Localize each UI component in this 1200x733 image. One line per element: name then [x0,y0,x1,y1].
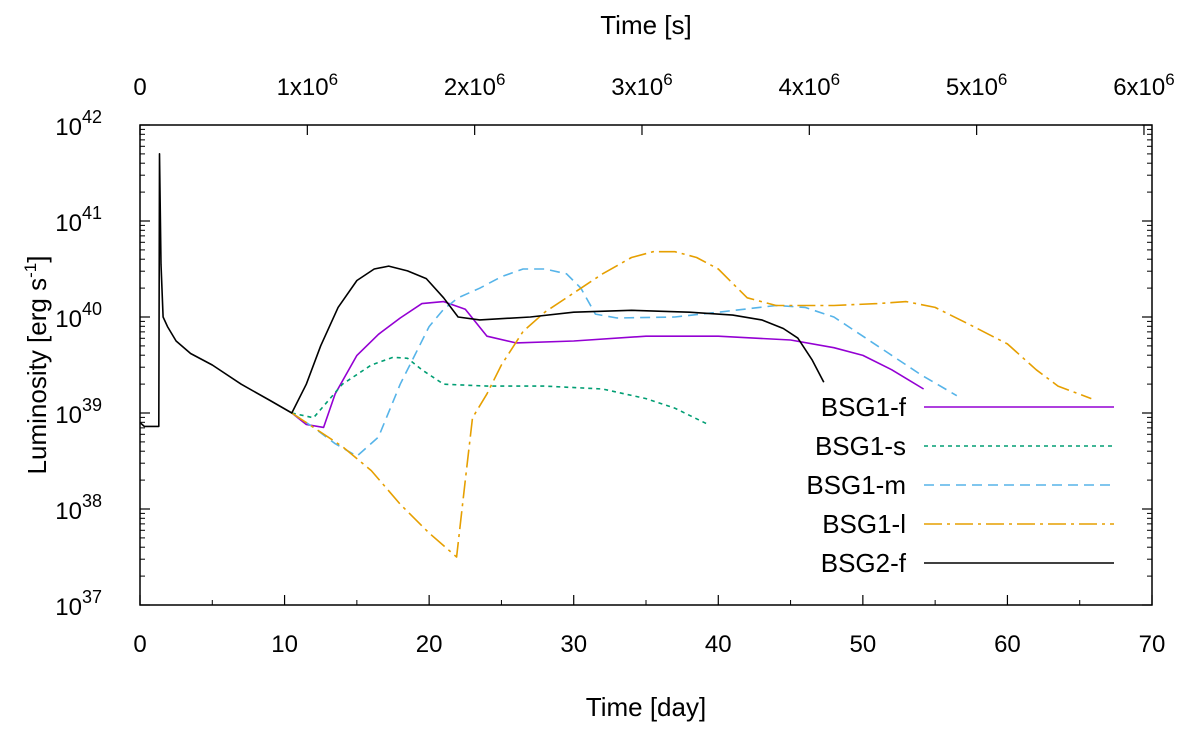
legend-label-bsg1-s: BSG1-s [815,431,906,461]
legend-label-bsg1-l: BSG1-l [822,509,906,539]
series-line-bsg1-l [291,250,1092,558]
x2-tick-label: 5x106 [946,70,1008,101]
x-tick-label: 70 [1139,631,1166,658]
tick-labels: 0 10 20 30 40 50 60 70 0 1x106 2x106 3x106 4x106 5x10… [55,70,1174,658]
legend-label-bsg1-f: BSG1-f [821,392,907,422]
y-tick-label: 1038 [55,491,102,525]
y-tick-label: 1042 [55,107,102,141]
legend: BSG1-f BSG1-s BSG1-m BSG1-l BSG2-f [806,392,1114,578]
x-tick-label: 60 [994,631,1021,658]
x-axis-title: Time [day] [586,692,706,722]
series-line-bsg2-f [140,153,825,428]
y-axis-title-main: Luminosity [erg s [22,278,52,475]
x-tick-label: 20 [416,631,443,658]
x2-tick-label: 3x106 [611,70,673,101]
y-tick-label: 1039 [55,395,102,429]
series-lines [140,153,1092,558]
plot-frame [139,124,1153,606]
y-tick-label: 1040 [55,299,102,333]
y-axis-title: Luminosity [erg s-1] [21,256,52,475]
axis-ticks [139,124,1153,606]
legend-label-bsg1-m: BSG1-m [806,470,906,500]
x2-tick-label: 1x106 [277,70,339,101]
x2-tick-label: 0 [133,74,146,101]
x-tick-label: 40 [705,631,732,658]
x2-tick-label: 6x106 [1113,70,1175,101]
x2-tick-label: 4x106 [779,70,841,101]
x-tick-label: 0 [133,631,146,658]
series-line-bsg1-f [291,300,925,429]
x2-tick-label: 2x106 [444,70,506,101]
x-tick-label: 50 [850,631,877,658]
y-axis-title-sup: -1 [21,263,40,278]
y-tick-label: 1037 [55,587,102,621]
y-axis-title-end: ] [22,256,52,263]
x-tick-label: 10 [271,631,298,658]
x-tick-label: 30 [560,631,587,658]
series-line-bsg1-s [291,356,709,426]
series-line-bsg1-m [291,268,958,458]
legend-label-bsg2-f: BSG2-f [821,548,907,578]
x2-axis-title: Time [s] [600,10,691,40]
y-tick-label: 1041 [55,203,102,237]
